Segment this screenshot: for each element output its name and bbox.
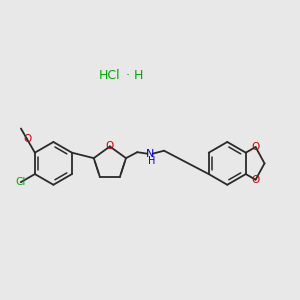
Text: H: H <box>148 156 155 166</box>
Text: N: N <box>146 149 154 159</box>
Text: O: O <box>106 141 114 152</box>
Text: · H: · H <box>122 69 143 82</box>
Text: HCl: HCl <box>99 69 120 82</box>
Text: O: O <box>23 134 31 144</box>
Text: O: O <box>251 142 260 152</box>
Text: Cl: Cl <box>16 177 26 187</box>
Text: O: O <box>251 175 260 185</box>
